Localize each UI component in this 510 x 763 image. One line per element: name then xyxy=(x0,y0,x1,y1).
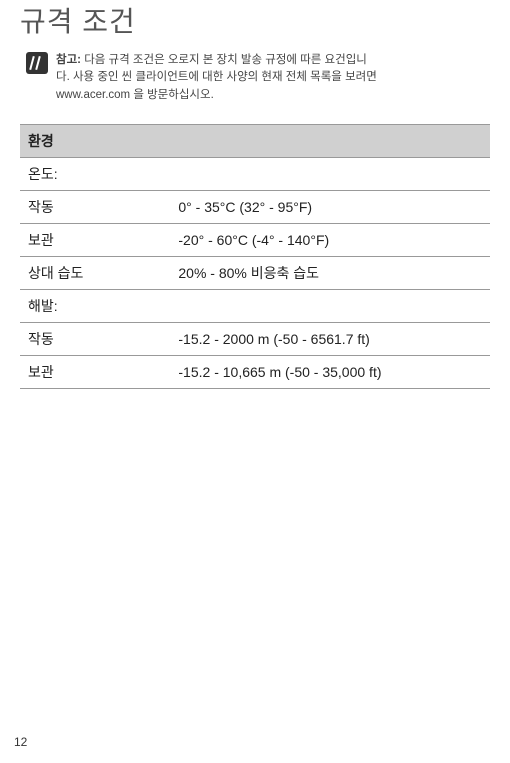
altitude-section: 해발: xyxy=(20,289,490,322)
note-line-2: 다. 사용 중인 씬 클라이언트에 대한 사양의 현재 전체 목록을 보려면 xyxy=(56,71,377,83)
note-line-3: www.acer.com 을 방문하십시오. xyxy=(56,89,214,101)
table-row: 작동 -15.2 - 2000 m (-50 - 6561.7 ft) xyxy=(20,322,490,355)
alt-storage-label: 보관 xyxy=(20,355,170,388)
temp-operating-value: 0° - 35°C (32° - 95°F) xyxy=(170,190,490,223)
table-row: 해발: xyxy=(20,289,490,322)
note-line-1: 다음 규격 조건은 오로지 본 장치 발송 규정에 따른 요건입니 xyxy=(81,54,367,66)
note-text: 참고: 다음 규격 조건은 오로지 본 장치 발송 규정에 따른 요건입니 다.… xyxy=(56,52,377,104)
table-row: 보관 -20° - 60°C (-4° - 140°F) xyxy=(20,223,490,256)
alt-storage-value: -15.2 - 10,665 m (-50 - 35,000 ft) xyxy=(170,355,490,388)
table-row: 보관 -15.2 - 10,665 m (-50 - 35,000 ft) xyxy=(20,355,490,388)
alt-operating-label: 작동 xyxy=(20,322,170,355)
temp-section: 온도: xyxy=(20,157,490,190)
temp-storage-value: -20° - 60°C (-4° - 140°F) xyxy=(170,223,490,256)
spec-table: 환경 온도: 작동 0° - 35°C (32° - 95°F) 보관 -20°… xyxy=(20,124,490,389)
humidity-label: 상대 습도 xyxy=(20,256,170,289)
table-row: 상대 습도 20% - 80% 비응축 습도 xyxy=(20,256,490,289)
table-header: 환경 xyxy=(20,124,490,157)
table-header-row: 환경 xyxy=(20,124,490,157)
note-icon xyxy=(26,52,48,74)
page-title: 규격 조건 xyxy=(20,0,490,40)
table-row: 작동 0° - 35°C (32° - 95°F) xyxy=(20,190,490,223)
alt-operating-value: -15.2 - 2000 m (-50 - 6561.7 ft) xyxy=(170,322,490,355)
page-number: 12 xyxy=(14,735,27,749)
note-block: 참고: 다음 규격 조건은 오로지 본 장치 발송 규정에 따른 요건입니 다.… xyxy=(20,52,490,104)
humidity-value: 20% - 80% 비응축 습도 xyxy=(170,256,490,289)
table-row: 온도: xyxy=(20,157,490,190)
temp-storage-label: 보관 xyxy=(20,223,170,256)
note-label: 참고: xyxy=(56,54,81,66)
temp-operating-label: 작동 xyxy=(20,190,170,223)
